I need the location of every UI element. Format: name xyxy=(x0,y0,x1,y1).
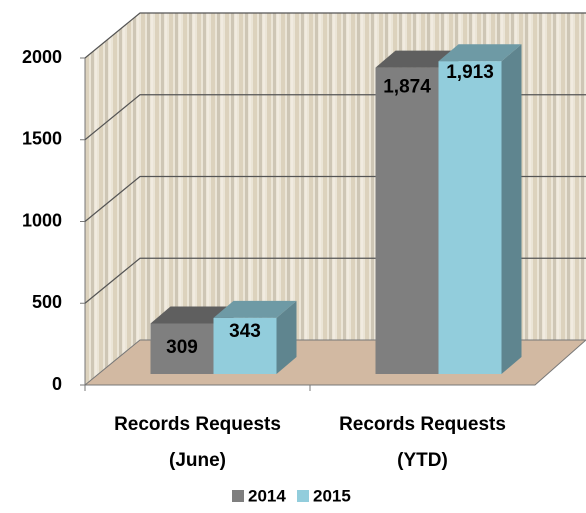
legend-swatch xyxy=(232,490,244,502)
bar-top xyxy=(438,44,522,62)
y-tick-label: 2000 xyxy=(22,47,62,67)
bar-side xyxy=(501,44,522,375)
value-label: 309 xyxy=(166,337,198,358)
value-label: 1,874 xyxy=(383,77,431,98)
bar xyxy=(375,67,439,374)
grid-line xyxy=(84,12,586,59)
y-tick-label: 0 xyxy=(52,374,62,394)
y-tick-label: 500 xyxy=(32,292,62,312)
bar-top xyxy=(375,50,459,68)
x-tick-label: Records Requests xyxy=(339,414,506,435)
y-tick-label: 1000 xyxy=(22,210,62,230)
legend-label: 2015 xyxy=(313,486,351,505)
x-tick-label: Records Requests xyxy=(114,414,281,435)
bar-side xyxy=(276,300,297,374)
y-tick-label: 1500 xyxy=(22,129,62,149)
bar xyxy=(213,317,277,374)
value-label: 1,913 xyxy=(446,62,494,83)
legend-swatch xyxy=(297,490,309,502)
x-tick-label: (June) xyxy=(169,450,226,471)
bar-top xyxy=(213,300,297,318)
value-label: 343 xyxy=(229,321,261,342)
x-tick-label: (YTD) xyxy=(397,450,448,471)
bar xyxy=(150,323,214,374)
bar xyxy=(438,61,502,375)
bar-top xyxy=(150,306,234,324)
legend-label: 2014 xyxy=(248,486,286,505)
